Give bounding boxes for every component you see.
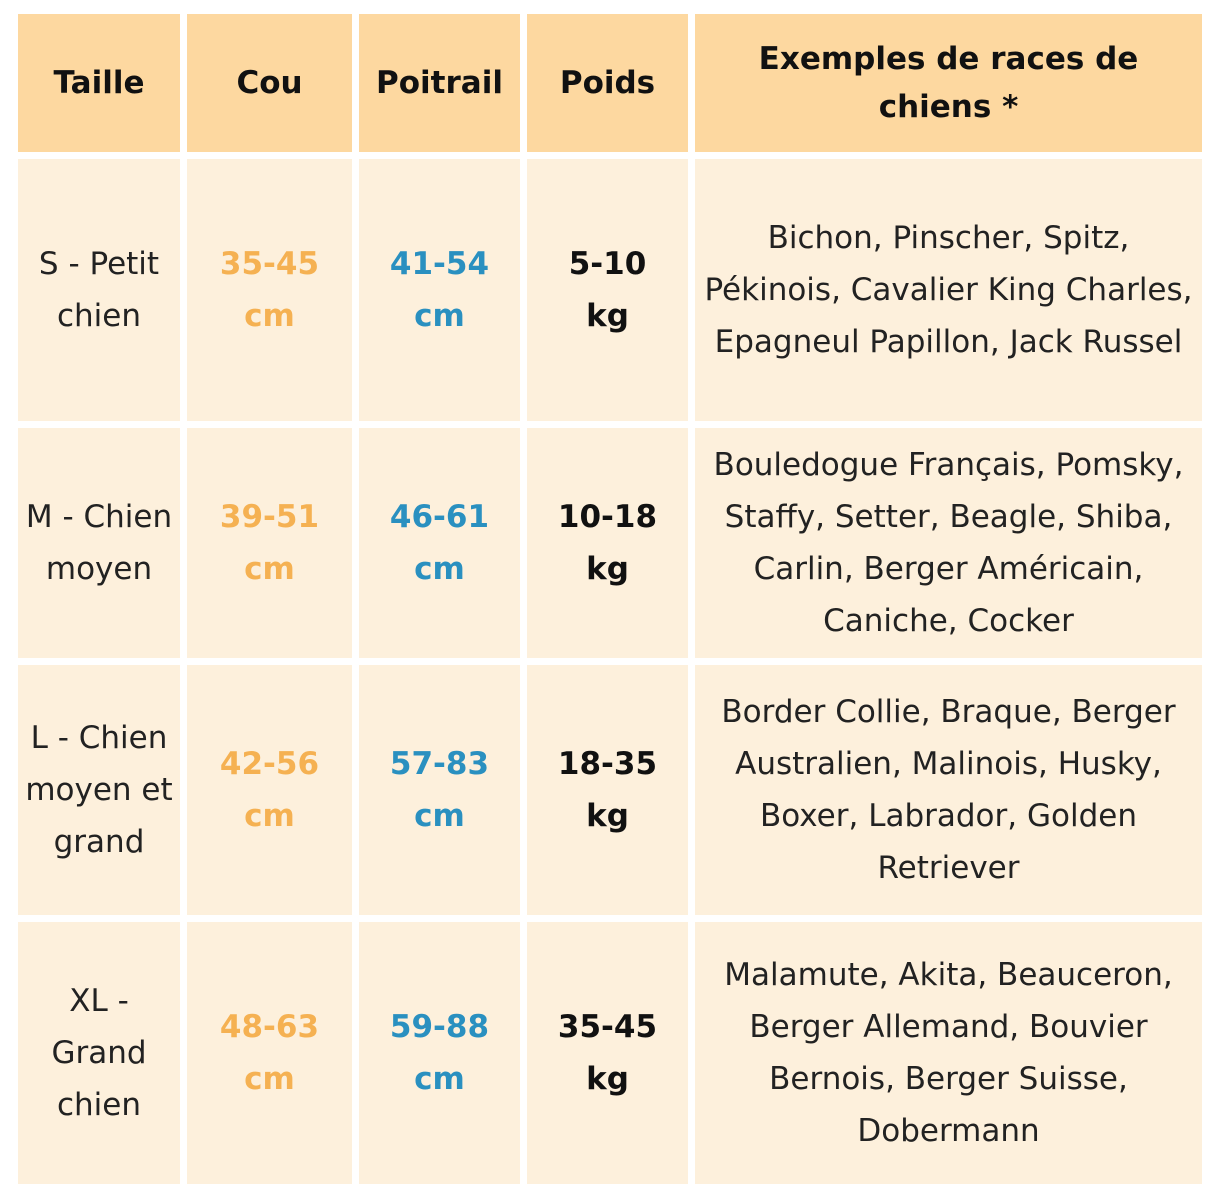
header-cell-text: Cou — [236, 65, 303, 101]
table-cell-text: 42-56 cm — [219, 746, 320, 834]
table-cell-text: L - Chien moyen et grand — [25, 720, 173, 860]
table-cell: 48-63 cm — [187, 922, 352, 1184]
table-cell: S - Petit chien — [18, 159, 180, 421]
table-cell: 46-61 cm — [359, 428, 520, 658]
header-cell: Taille — [18, 14, 180, 152]
header-cell: Exemples de races de chiens * — [695, 14, 1202, 152]
table-cell: 42-56 cm — [187, 665, 352, 915]
table-cell-text: 5-10 kg — [568, 246, 647, 334]
table-cell: 41-54 cm — [359, 159, 520, 421]
table-cell: M - Chien moyen — [18, 428, 180, 658]
table-cell-text: 41-54 cm — [389, 246, 490, 334]
table-cell: 10-18 kg — [527, 428, 688, 658]
table-cell-text: 59-88 cm — [389, 1009, 490, 1097]
header-cell: Cou — [187, 14, 352, 152]
table-cell-text: 48-63 cm — [219, 1009, 320, 1097]
header-cell-text: Taille — [53, 65, 145, 101]
size-table: Taille Cou Poitrail Poids Exemples de races … — [18, 14, 1202, 1184]
table-cell: 57-83 cm — [359, 665, 520, 915]
table-cell: 39-51 cm — [187, 428, 352, 658]
table-cell: Malamute, Akita, Beauceron, Berger Allem… — [695, 922, 1202, 1184]
table-cell-text: 57-83 cm — [389, 746, 490, 834]
table-cell: XL - Grand chien — [18, 922, 180, 1184]
table-cell-text: Bouledogue Français, Pomsky, Staffy, Set… — [713, 447, 1184, 639]
table-cell: 18-35 kg — [527, 665, 688, 915]
header-cell-text: Exemples de races de chiens * — [758, 41, 1139, 125]
table-cell-text: XL - Grand chien — [51, 983, 147, 1123]
table-cell: 35-45 cm — [187, 159, 352, 421]
table-cell: Bouledogue Français, Pomsky, Staffy, Set… — [695, 428, 1202, 658]
table-cell-text: 35-45 kg — [557, 1009, 658, 1097]
table-cell: 35-45 kg — [527, 922, 688, 1184]
table-cell: 59-88 cm — [359, 922, 520, 1184]
table-cell: Border Collie, Braque, Berger Australien… — [695, 665, 1202, 915]
table-cell-text: 39-51 cm — [219, 499, 320, 587]
header-cell: Poitrail — [359, 14, 520, 152]
table-cell-text: 10-18 kg — [557, 499, 658, 587]
table-cell-text: 46-61 cm — [389, 499, 490, 587]
table-cell: 5-10 kg — [527, 159, 688, 421]
header-cell: Poids — [527, 14, 688, 152]
table-cell-text: Bichon, Pinscher, Spitz, Pékinois, Caval… — [704, 220, 1193, 360]
header-cell-text: Poids — [559, 65, 656, 101]
table-cell-text: Malamute, Akita, Beauceron, Berger Allem… — [724, 957, 1173, 1149]
table-cell: L - Chien moyen et grand — [18, 665, 180, 915]
table-cell-text: 18-35 kg — [557, 746, 658, 834]
header-cell-text: Poitrail — [376, 65, 503, 101]
table-cell-text: Border Collie, Braque, Berger Australien… — [721, 694, 1176, 886]
table-cell: Bichon, Pinscher, Spitz, Pékinois, Caval… — [695, 159, 1202, 421]
table-cell-text: 35-45 cm — [219, 246, 320, 334]
table-cell-text: M - Chien moyen — [25, 499, 173, 587]
table-cell-text: S - Petit chien — [38, 246, 160, 334]
